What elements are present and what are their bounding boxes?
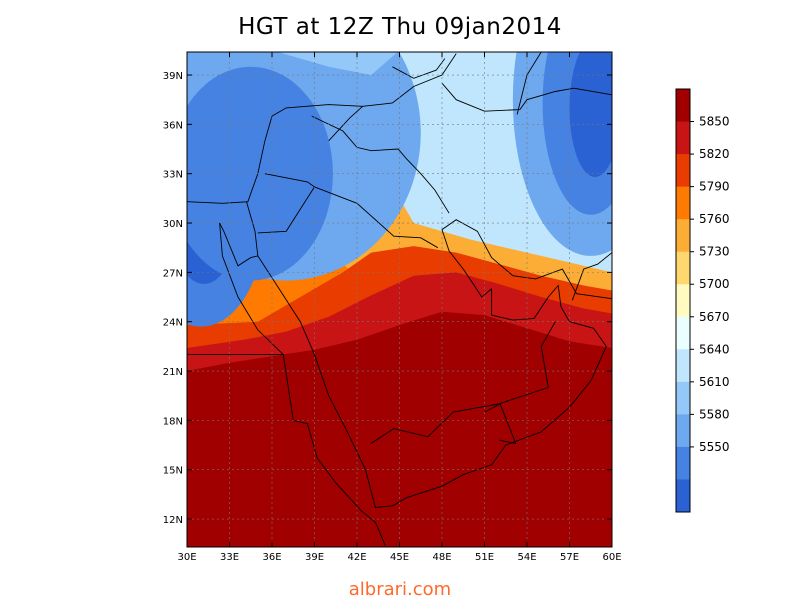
y-tick-label: 15N — [163, 466, 183, 477]
chart-title: HGT at 12Z Thu 09jan2014 — [238, 14, 562, 40]
y-tick-label: 12N — [163, 515, 183, 526]
colorbar-segment — [676, 121, 690, 155]
colorbar-level-label: 5820 — [699, 147, 730, 161]
geopotential-height-fills — [187, 52, 612, 547]
colorbar-level-label: 5610 — [699, 375, 730, 389]
colorbar-segment — [676, 446, 690, 480]
x-tick-label: 39E — [305, 552, 324, 563]
boundary-line — [257, 173, 316, 234]
colorbar-segment — [676, 414, 690, 448]
grid-lines — [187, 52, 612, 547]
colorbar-segment — [676, 219, 690, 253]
colorbar-level-label: 5700 — [699, 277, 730, 291]
coastlines-borders — [187, 52, 612, 546]
boundary-line — [314, 186, 439, 249]
height-low — [569, 52, 612, 177]
colorbar-segment — [676, 381, 690, 415]
colorbar-segment — [676, 479, 690, 513]
x-tick-label: 54E — [517, 552, 536, 563]
boundary-line — [328, 105, 364, 142]
colorbar-level-label: 5550 — [699, 440, 730, 454]
axis-ticks: 30E 33E 36E 39E 42E 45E 48E 51E 54E 57E 60E 12N 15N 1… — [163, 52, 622, 563]
x-tick-label: 51E — [475, 552, 494, 563]
colorbar-segment — [676, 316, 690, 350]
y-tick-label: 24N — [163, 318, 183, 329]
boundary-line — [392, 58, 446, 79]
x-tick-label: 42E — [347, 552, 366, 563]
y-tick-label: 27N — [163, 268, 183, 279]
boundary-line — [187, 354, 386, 546]
x-tick-label: 30E — [177, 552, 196, 563]
height-low — [187, 66, 333, 281]
boundary-line — [257, 219, 612, 508]
colorbar-level-label: 5760 — [699, 212, 730, 226]
colorbar-segment — [676, 154, 690, 188]
boundary-line — [370, 321, 556, 444]
colorbar-segment — [676, 349, 690, 383]
boundary-line — [271, 53, 457, 117]
x-tick-label: 33E — [220, 552, 239, 563]
y-tick-label: 39N — [163, 71, 183, 82]
contour-band — [277, 52, 398, 76]
x-tick-label: 57E — [560, 552, 579, 563]
boundary-line — [571, 252, 612, 301]
boundary-line — [187, 115, 273, 204]
watermark: albrari.com — [348, 579, 452, 600]
boundary-line — [484, 403, 517, 444]
y-tick-label: 21N — [163, 367, 183, 378]
y-tick-label: 30N — [163, 219, 183, 230]
colorbar-level-label: 5670 — [699, 310, 730, 324]
colorbar-segment — [676, 89, 690, 123]
boundary-line — [441, 82, 612, 112]
y-tick-label: 18N — [163, 416, 183, 427]
colorbar-frame — [675, 88, 691, 513]
colorbar-level-label: 5640 — [699, 342, 730, 356]
colorbar-segment — [676, 284, 690, 318]
y-tick-label: 36N — [163, 120, 183, 131]
colorbar-segment — [676, 186, 690, 220]
boundary-line — [219, 201, 259, 267]
colorbar-segment — [676, 251, 690, 285]
y-tick-label: 33N — [163, 170, 183, 181]
x-tick-label: 36E — [262, 552, 281, 563]
colorbar-level-label: 5580 — [699, 407, 730, 421]
colorbar: 5850 5820 5790 5760 5730 5700 5670 5640 5610 5580… — [675, 88, 730, 513]
x-tick-label: 60E — [602, 552, 621, 563]
boundary-line — [311, 115, 450, 214]
colorbar-level-label: 5790 — [699, 180, 730, 194]
x-tick-label: 48E — [432, 552, 451, 563]
colorbar-level-label: 5850 — [699, 115, 730, 129]
x-tick-label: 45E — [390, 552, 409, 563]
boundary-line — [219, 222, 284, 355]
colorbar-level-label: 5730 — [699, 245, 730, 259]
